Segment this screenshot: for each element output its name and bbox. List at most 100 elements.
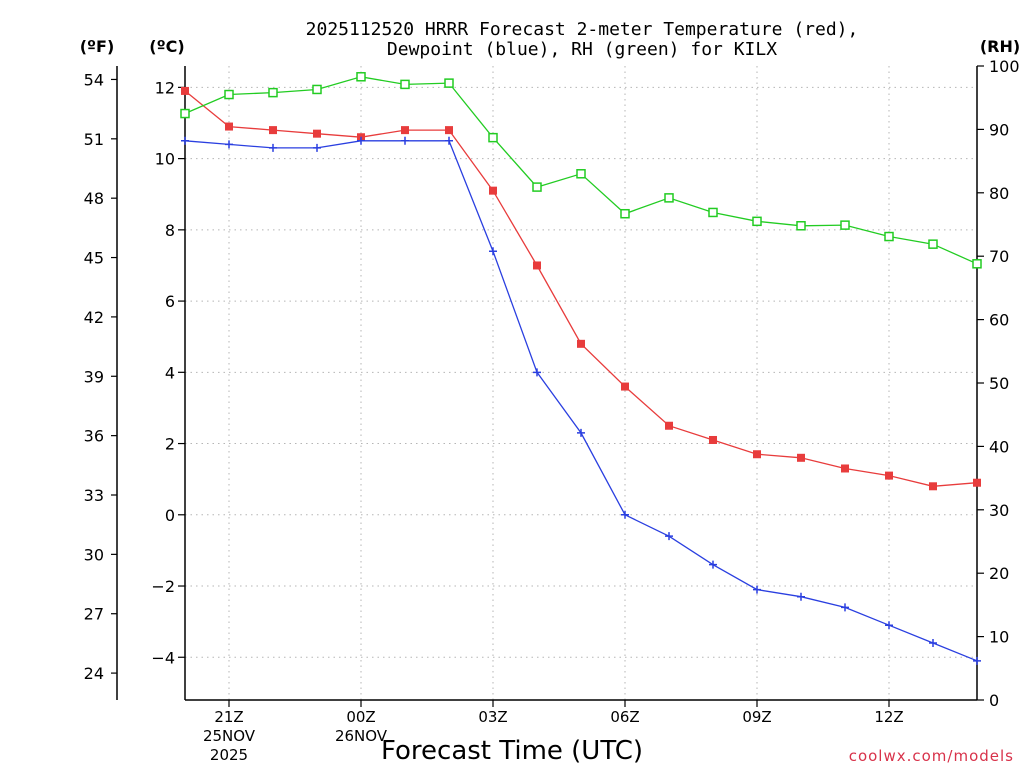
dewpoint-point	[181, 136, 189, 145]
temperature-point	[709, 435, 717, 444]
fahrenheit-tick-label: 27	[84, 605, 104, 624]
celsius-axis: −4 −2 0 2 4 6 8 10 12	[151, 78, 185, 667]
temperature-point	[313, 129, 321, 138]
celsius-tick-label: 6	[165, 292, 175, 311]
temperature-point	[225, 122, 233, 131]
rh-point	[356, 72, 366, 82]
series-group	[180, 72, 982, 665]
x-tick-date: 25NOV	[203, 727, 256, 745]
fahrenheit-unit-label: (ºF)	[80, 37, 115, 56]
dewpoint-point	[797, 592, 805, 601]
celsius-tick-label: 2	[165, 435, 175, 454]
fahrenheit-tick-label: 30	[84, 545, 104, 564]
series-rh	[180, 72, 982, 269]
temperature-point	[665, 421, 673, 430]
rh-point	[928, 239, 938, 249]
dewpoint-point	[929, 639, 937, 648]
dewpoint-point	[753, 585, 761, 594]
fahrenheit-tick-label: 24	[84, 664, 104, 683]
x-tick-label: 09Z	[742, 708, 771, 726]
rh-point	[884, 231, 894, 242]
rh-point	[268, 87, 278, 98]
fahrenheit-tick-label: 39	[84, 367, 104, 386]
rh-tick-label: 70	[989, 247, 1009, 266]
temperature-point	[577, 339, 585, 348]
rh-tick-label: 50	[989, 374, 1009, 393]
x-tick-label: 06Z	[610, 708, 639, 726]
rh-point	[488, 132, 498, 143]
temperature-point	[973, 478, 981, 487]
celsius-tick-label: −4	[151, 648, 175, 667]
dewpoint-point	[973, 656, 981, 665]
celsius-tick-label: 10	[155, 150, 175, 169]
rh-tick-label: 20	[989, 564, 1009, 583]
fahrenheit-tick-label: 51	[84, 130, 104, 149]
temperature-line	[184, 90, 978, 487]
series-dewpoint	[181, 136, 981, 665]
rh-axis: 0 10 20 30 40 50 60 70 80 90 100	[977, 57, 1020, 710]
temperature-point	[621, 382, 629, 391]
rh-tick-label: 40	[989, 437, 1009, 456]
rh-tick-label: 0	[989, 691, 999, 710]
temperature-point	[929, 482, 937, 491]
celsius-tick-label: 0	[165, 506, 175, 525]
chart-title-line1: 2025112520 HRRR Forecast 2-meter Tempera…	[306, 19, 859, 40]
rh-point	[532, 182, 542, 192]
rh-point	[576, 169, 586, 179]
rh-point	[620, 208, 630, 219]
temperature-point	[533, 261, 541, 270]
rh-point	[708, 207, 718, 218]
fahrenheit-axis: 24 27 30 33 36 39 42 45 48 51 54	[84, 70, 117, 683]
dewpoint-point	[841, 603, 849, 612]
dewpoint-point	[577, 428, 585, 437]
rh-point	[444, 78, 454, 88]
x-tick-label: 12Z	[874, 708, 903, 726]
x-tick-year: 2025	[210, 746, 248, 764]
temperature-point	[401, 126, 409, 135]
temperature-point	[181, 86, 189, 95]
x-tick-label: 03Z	[478, 708, 507, 726]
celsius-tick-label: −2	[151, 577, 175, 596]
series-temperature	[181, 86, 981, 491]
rh-point	[400, 79, 410, 90]
watermark: coolwx.com/models	[849, 747, 1014, 765]
fahrenheit-tick-label: 54	[84, 70, 104, 89]
temperature-point	[269, 126, 277, 135]
temperature-point	[797, 453, 805, 462]
rh-tick-label: 30	[989, 501, 1009, 520]
celsius-tick-label: 4	[165, 363, 175, 382]
dewpoint-line	[184, 140, 978, 662]
rh-point	[752, 216, 762, 227]
dewpoint-point	[489, 247, 497, 256]
dewpoint-point	[533, 368, 541, 377]
dewpoint-point	[357, 136, 365, 145]
fahrenheit-tick-label: 45	[84, 249, 104, 268]
x-axis-label: Forecast Time (UTC)	[381, 736, 643, 766]
rh-point	[840, 220, 850, 230]
fahrenheit-tick-label: 36	[84, 427, 104, 446]
rh-point	[796, 221, 806, 231]
temperature-point	[489, 186, 497, 195]
rh-tick-label: 90	[989, 120, 1009, 139]
chart-title-line2: Dewpoint (blue), RH (green) for KILX	[387, 39, 777, 60]
rh-point	[664, 193, 674, 203]
fahrenheit-tick-label: 33	[84, 486, 104, 505]
rh-point	[972, 259, 982, 269]
dewpoint-point	[401, 136, 409, 145]
fahrenheit-tick-label: 48	[84, 189, 104, 208]
rh-point	[224, 89, 234, 100]
fahrenheit-tick-label: 42	[84, 308, 104, 327]
dewpoint-point	[665, 532, 673, 541]
rh-point	[180, 108, 190, 119]
temperature-point	[753, 450, 761, 459]
x-tick-date: 26NOV	[335, 727, 388, 745]
rh-tick-label: 10	[989, 628, 1009, 647]
rh-tick-label: 100	[989, 57, 1020, 76]
temperature-point	[885, 471, 893, 480]
celsius-unit-label: (ºC)	[149, 37, 184, 56]
dewpoint-point	[269, 143, 277, 152]
rh-tick-label: 60	[989, 311, 1009, 330]
rh-point	[312, 84, 322, 95]
